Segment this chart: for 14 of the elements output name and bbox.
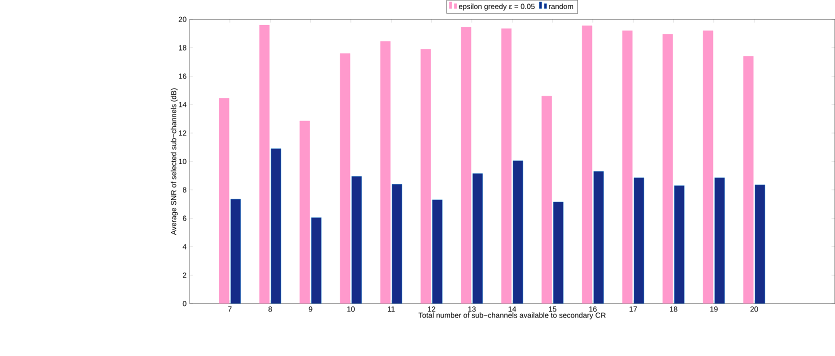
bar: [594, 171, 604, 304]
bar: [553, 202, 564, 304]
bar: [432, 200, 442, 304]
bar: [754, 184, 766, 304]
bar: [392, 184, 402, 304]
bar: [230, 198, 241, 304]
bar: [714, 178, 725, 304]
bar: [270, 148, 282, 304]
bar: [674, 185, 684, 304]
bar: [512, 160, 524, 304]
bar: [472, 173, 483, 304]
bar: [311, 217, 322, 304]
bar: [634, 178, 644, 304]
bar: [352, 176, 362, 304]
